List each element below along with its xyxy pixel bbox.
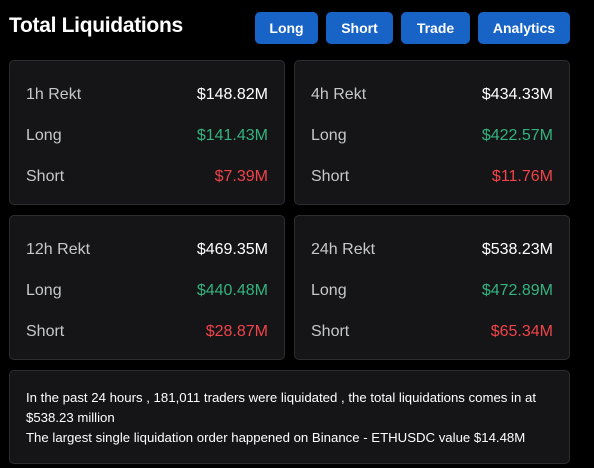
total-row: 12h Rekt $469.35M	[26, 240, 268, 260]
total-value: $469.35M	[196, 241, 268, 258]
total-value: $148.82M	[196, 86, 268, 103]
period-label: 1h Rekt	[26, 86, 82, 103]
liquidation-summary: In the past 24 hours , 181,011 traders w…	[9, 370, 570, 464]
short-button[interactable]: Short	[326, 12, 393, 44]
short-label: Short	[311, 168, 350, 185]
page-title: Total Liquidations	[9, 14, 183, 37]
total-value: $434.33M	[481, 86, 553, 103]
long-row: Long $472.89M	[311, 281, 553, 301]
summary-line-total: In the past 24 hours , 181,011 traders w…	[26, 390, 536, 425]
long-row: Long $422.57M	[311, 126, 553, 146]
total-value: $538.23M	[481, 241, 553, 258]
short-value: $11.76M	[491, 168, 553, 185]
long-label: Long	[311, 127, 347, 144]
trade-button[interactable]: Trade	[401, 12, 470, 44]
liquidation-card-4h: 4h Rekt $434.33M Long $422.57M Short $11…	[294, 60, 570, 205]
long-label: Long	[26, 127, 62, 144]
long-label: Long	[311, 282, 347, 299]
short-value: $7.39M	[214, 168, 268, 185]
short-label: Short	[26, 168, 65, 185]
short-value: $28.87M	[205, 323, 268, 340]
total-row: 24h Rekt $538.23M	[311, 240, 553, 260]
short-label: Short	[311, 323, 350, 340]
short-row: Short $28.87M	[26, 322, 268, 342]
long-value: $422.57M	[481, 127, 553, 144]
short-label: Short	[26, 323, 65, 340]
liquidation-card-1h: 1h Rekt $148.82M Long $141.43M Short $7.…	[9, 60, 285, 205]
long-row: Long $141.43M	[26, 126, 268, 146]
summary-line-largest-order: The largest single liquidation order hap…	[26, 430, 526, 445]
long-value: $440.48M	[196, 282, 268, 299]
total-row: 4h Rekt $434.33M	[311, 85, 553, 105]
long-label: Long	[26, 282, 62, 299]
long-value: $141.43M	[196, 127, 268, 144]
total-row: 1h Rekt $148.82M	[26, 85, 268, 105]
short-value: $65.34M	[490, 323, 553, 340]
short-row: Short $11.76M	[311, 167, 553, 187]
header: Total Liquidations Long Short Trade Anal…	[0, 0, 594, 56]
period-label: 4h Rekt	[311, 86, 367, 103]
period-label: 12h Rekt	[26, 241, 91, 258]
short-row: Short $65.34M	[311, 322, 553, 342]
analytics-button[interactable]: Analytics	[478, 12, 570, 44]
liquidation-card-24h: 24h Rekt $538.23M Long $472.89M Short $6…	[294, 215, 570, 360]
period-label: 24h Rekt	[311, 241, 376, 258]
long-row: Long $440.48M	[26, 281, 268, 301]
long-button[interactable]: Long	[255, 12, 318, 44]
long-value: $472.89M	[481, 282, 553, 299]
liquidation-card-12h: 12h Rekt $469.35M Long $440.48M Short $2…	[9, 215, 285, 360]
short-row: Short $7.39M	[26, 167, 268, 187]
